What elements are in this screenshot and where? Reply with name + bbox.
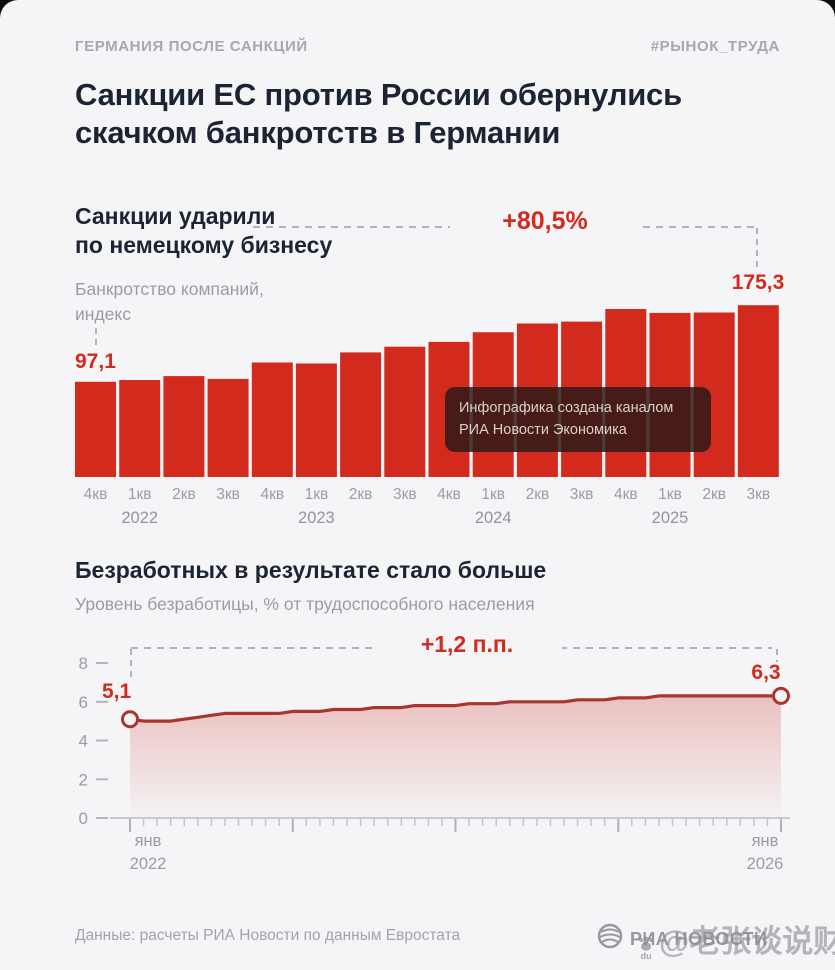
infographic-credit-tooltip: Инфографика создана каналом РИА Новости … (445, 387, 711, 452)
bar-quarter-label: 1кв (128, 486, 152, 503)
line-end-value-label: 6,3 (751, 661, 781, 684)
baidu-watermark-icon: du (637, 936, 655, 961)
bar-quarter-label: 4кв (260, 486, 284, 503)
bar (75, 381, 116, 477)
bar-quarter-label: 1кв (658, 486, 682, 503)
line-endpoint-marker (121, 710, 139, 729)
x-axis-start-label: 2022 (130, 855, 167, 873)
y-axis-tick-label: 6 (79, 693, 88, 712)
line-annotation-dash-right (776, 649, 778, 662)
bar (384, 346, 426, 477)
x-axis-end-label: янв (752, 832, 779, 850)
line-start-value-label: 5,1 (102, 680, 132, 703)
tooltip-line1: Инфографика создана каналом (459, 400, 674, 416)
bar-year-label: 2023 (298, 509, 335, 527)
x-axis-start-label: янв (135, 832, 162, 850)
y-axis-tick-label: 4 (79, 732, 88, 751)
bar-quarter-label: 3кв (746, 486, 770, 503)
bar-chart-subtitle: Банкротство компаний, индекс (75, 279, 264, 324)
bar (251, 362, 293, 477)
bar-quarter-label: 2кв (526, 486, 550, 503)
bar-chart-title: Санкции ударили по немецкому бизнесу (75, 203, 333, 259)
ria-novosti-logo-text: РИА НОВОСТИ (630, 929, 768, 949)
line-area-fill (130, 695, 781, 818)
bar-quarter-label: 2кв (172, 486, 196, 503)
bar-year-label: 2024 (475, 509, 512, 527)
unemployment-line (129, 694, 781, 723)
bar-annotation-label: +80,5% (450, 207, 640, 236)
kicker-left: ГЕРМАНИЯ ПОСЛЕ САНКЦИЙ (75, 38, 308, 55)
data-source-note: Данные: расчеты РИА Новости по данным Ев… (75, 927, 461, 944)
bar-year-label: 2025 (652, 509, 689, 527)
watermark-text: @老张谈说财经 (659, 924, 835, 959)
bar (207, 378, 249, 477)
bar-quarter-label: 3кв (393, 486, 417, 503)
kicker-right: #РЫНОК_ТРУДА (650, 38, 780, 55)
line-annotation-dash-left (130, 649, 132, 678)
bar (119, 380, 161, 477)
y-axis-tick-label: 0 (79, 809, 88, 828)
bar-quarter-label: 1кв (305, 486, 329, 503)
y-axis-tick-label: 2 (79, 770, 88, 789)
bar-last-value-label: 175,3 (731, 271, 785, 294)
line-chart-title: Безработных в результате стало больше (75, 557, 547, 583)
bar (737, 305, 779, 477)
bar-quarter-label: 4кв (437, 486, 461, 503)
line-endpoint-marker (772, 686, 790, 705)
first-bar-leader-dash (95, 328, 97, 350)
unemployment-line-chart: 0 2 4 6 8 янв 2022 янв 2026 (79, 654, 790, 873)
bar (340, 352, 382, 477)
baidu-watermark-du: du (640, 951, 652, 961)
bar-first-value-label: 97,1 (75, 350, 116, 373)
bar-quarter-label: 1кв (481, 486, 505, 503)
bar-quarter-label: 4кв (614, 486, 638, 503)
bar-annotation-dash-vertical (756, 228, 758, 268)
bar-quarter-label: 2кв (702, 486, 726, 503)
bar (163, 376, 205, 477)
y-axis-tick-label: 8 (79, 654, 88, 673)
x-axis-end-label: 2026 (747, 855, 784, 873)
channel-watermark: du @老张谈说财经 (637, 916, 835, 961)
bar-quarter-label: 2кв (349, 486, 373, 503)
bar-quarter-label: 4кв (84, 486, 108, 503)
bar-year-label: 2022 (121, 509, 158, 527)
bar (295, 363, 337, 477)
bar-quarter-label: 3кв (216, 486, 240, 503)
page-title: Санкции ЕС против России обернулись скач… (75, 77, 682, 151)
line-chart-subtitle: Уровень безработицы, % от трудоспособног… (75, 594, 535, 614)
tooltip-line2: РИА Новости Экономика (459, 422, 627, 439)
ria-globe-icon (597, 923, 623, 949)
bar-quarter-label: 3кв (570, 486, 594, 503)
line-annotation-label: +1,2 п.п. (372, 631, 562, 658)
